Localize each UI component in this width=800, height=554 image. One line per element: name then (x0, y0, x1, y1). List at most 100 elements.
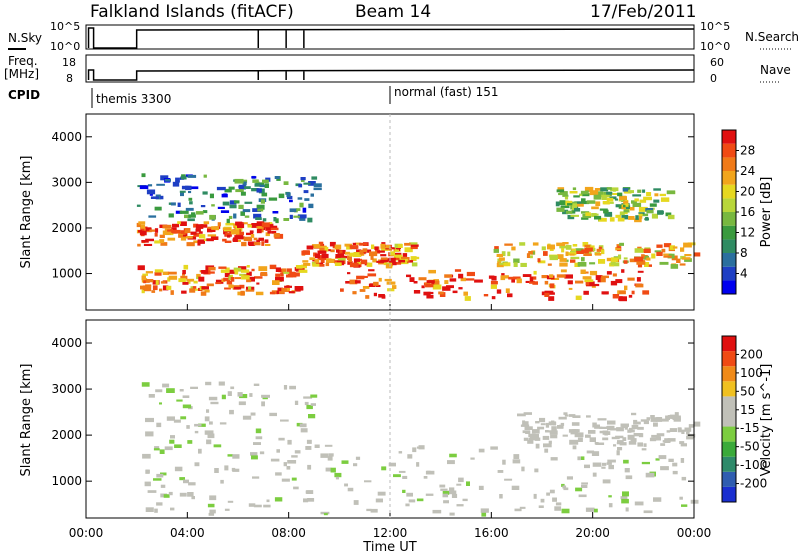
data-cell (380, 259, 389, 263)
data-cell (654, 250, 662, 253)
data-cell (627, 434, 635, 440)
data-cell (594, 215, 602, 220)
data-cell (439, 484, 446, 488)
data-cell (677, 428, 682, 433)
data-cell (255, 291, 264, 296)
data-cell (451, 493, 458, 498)
data-cell (503, 262, 511, 267)
data-cell (616, 427, 624, 432)
data-cell (360, 259, 368, 265)
data-cell (586, 245, 595, 249)
data-cell (250, 412, 256, 416)
data-cell (256, 223, 263, 227)
data-cell (656, 417, 663, 422)
data-cell (154, 508, 158, 513)
data-cell (591, 285, 596, 288)
data-cell (244, 201, 253, 204)
data-cell (148, 215, 157, 218)
data-cell (207, 226, 215, 229)
data-cell (303, 263, 311, 266)
data-cell (444, 274, 453, 278)
data-cell (511, 278, 515, 283)
data-cell (654, 193, 659, 197)
data-cell (601, 196, 607, 200)
data-cell (665, 212, 672, 217)
data-cell (610, 187, 619, 192)
power-colorbar-label: Power [dB] (759, 177, 774, 248)
data-cell (612, 294, 620, 299)
data-cell (520, 262, 527, 267)
data-cell (172, 223, 180, 228)
data-cell (628, 294, 633, 298)
data-cell (574, 262, 580, 267)
data-cell (433, 279, 439, 282)
data-cell (353, 258, 360, 264)
colorbar-tick-label: 50 (740, 384, 755, 398)
data-cell (219, 422, 227, 425)
data-cell (408, 499, 416, 503)
data-cell (649, 437, 657, 442)
data-cell (253, 237, 258, 241)
data-cell (262, 179, 269, 183)
data-cell (292, 272, 300, 277)
data-cell (567, 203, 573, 206)
data-cell (197, 239, 205, 244)
data-cell (247, 225, 252, 228)
data-cell (270, 458, 280, 462)
data-cell (384, 278, 392, 282)
data-cell (394, 252, 402, 256)
data-cell (512, 276, 521, 280)
data-cell (234, 269, 239, 275)
data-cell (654, 417, 658, 422)
data-cell (670, 264, 679, 269)
colorbar-segment (722, 396, 736, 412)
data-cell (190, 286, 195, 290)
xtick-label: 04:00 (170, 526, 205, 540)
data-cell (251, 268, 255, 272)
data-cell (556, 274, 566, 278)
data-cell (152, 285, 158, 291)
data-cell (240, 211, 245, 216)
colorbar-tick-label: -15 (740, 421, 760, 435)
data-cell (668, 458, 674, 462)
power-data (136, 173, 701, 302)
data-cell (226, 218, 230, 224)
data-cell (209, 193, 214, 199)
data-cell (602, 437, 609, 441)
data-cell (244, 186, 251, 189)
data-cell (252, 476, 260, 479)
data-cell (181, 185, 189, 190)
data-cell (397, 244, 403, 248)
data-cell (636, 277, 641, 282)
data-cell (513, 262, 518, 267)
data-cell (627, 429, 635, 433)
data-cell (559, 245, 568, 249)
data-cell (188, 197, 193, 201)
data-cell (581, 198, 586, 203)
data-cell (491, 296, 496, 300)
nsky-tick-top: 10^5 (50, 20, 80, 33)
data-cell (229, 200, 237, 205)
data-cell (602, 479, 611, 484)
data-cell (385, 263, 393, 269)
data-cell (425, 283, 434, 288)
ytick-label: 1000 (51, 474, 82, 488)
data-cell (375, 498, 383, 503)
data-cell (504, 275, 509, 279)
data-cell (380, 257, 388, 262)
data-cell (572, 415, 581, 418)
data-cell (318, 264, 325, 267)
data-cell (385, 245, 391, 249)
data-cell (255, 436, 263, 440)
data-cell (277, 287, 283, 292)
data-cell (610, 261, 616, 266)
data-cell (226, 280, 233, 285)
data-cell (650, 415, 655, 419)
data-cell (686, 432, 690, 435)
velocity-panel: 1000 2000 3000 4000 Slant Range [km] 200 100… (19, 319, 774, 519)
data-cell (636, 421, 641, 425)
data-cell (253, 504, 262, 508)
nsearch-label: N.Search (745, 30, 799, 44)
cpid-row: CPID themis 3300 normal (fast) 151 (8, 85, 498, 108)
data-cell (283, 462, 287, 467)
